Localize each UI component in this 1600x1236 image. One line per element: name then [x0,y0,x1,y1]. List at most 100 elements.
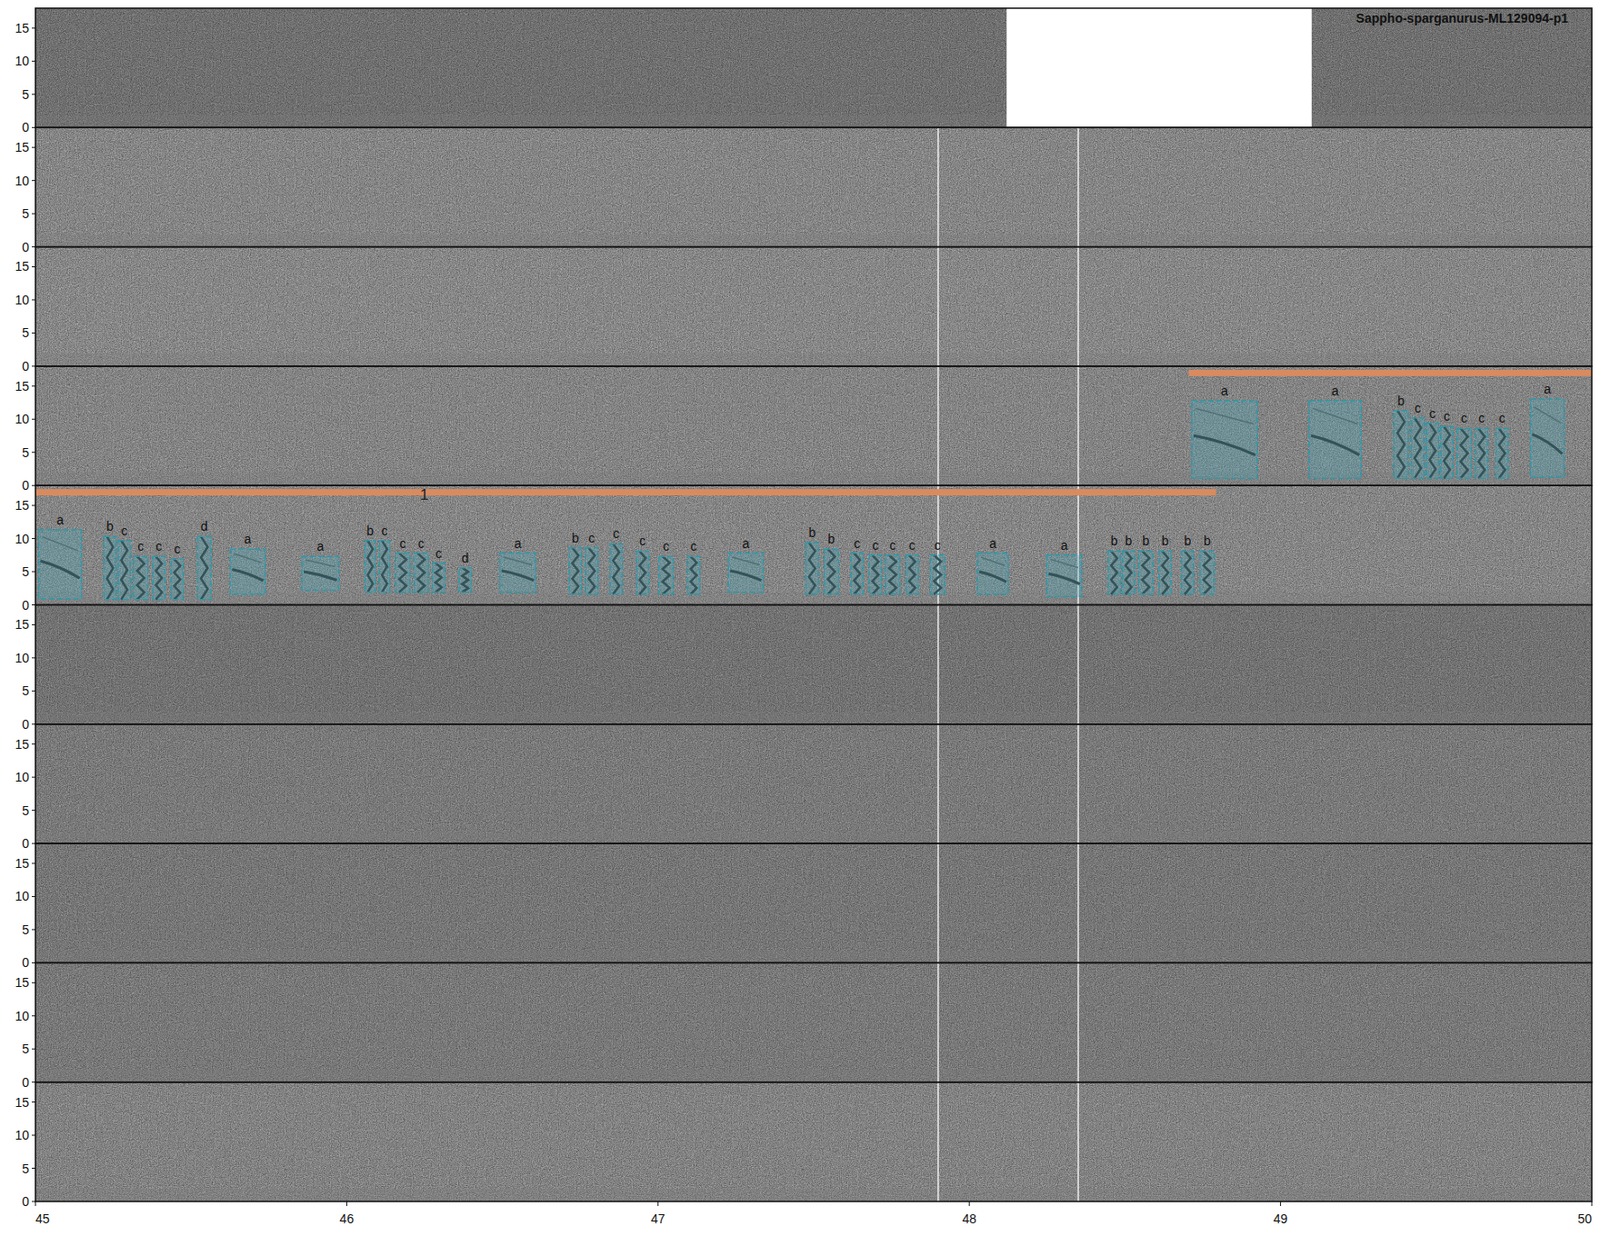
spectrogram-row [35,1082,1592,1202]
annotation-box [1122,550,1135,594]
annotation-box [152,556,165,600]
y-tick [31,147,36,149]
spectrogram-row [35,247,1592,367]
row-background [35,724,1592,844]
y-tick [31,1135,36,1137]
annotation-box [38,530,81,600]
row-background [35,366,1592,486]
annotation-label: c [690,539,698,554]
row-noise [35,485,1592,605]
y-tick-label: 15 [14,1095,30,1110]
annotation-label: a [989,536,997,551]
low-band [35,1070,1592,1083]
spectrogram-row [35,605,1592,725]
annotation-label: c [155,539,162,554]
annotation-label: c [137,539,144,554]
y-tick-label: 5 [21,1041,30,1057]
y-tick-label: 10 [14,770,30,785]
low-band [35,830,1592,844]
annotation-box [1046,555,1081,598]
y-tick-label: 0 [21,240,30,255]
annotation-box [1475,428,1489,479]
y-tick [31,1168,36,1170]
y-tick-label: 0 [21,598,30,613]
annotation-label: b [1397,393,1405,409]
y-tick [31,1015,36,1017]
annotation-label: c [418,536,425,551]
spectrogram-row [35,366,1592,486]
row-noise [35,962,1592,1082]
marker-line [1077,247,1080,367]
row-noise [35,1082,1592,1202]
spectrogram-row [35,8,1592,128]
annotation-label: a [1543,381,1551,397]
annotation-box [103,536,116,600]
y-tick [31,505,36,507]
x-tick-label: 48 [961,1211,977,1227]
y-tick-label: 15 [14,379,30,394]
annotation-label: c [889,538,896,553]
x-tick-label: 46 [340,1211,355,1227]
annotation-box [585,548,599,595]
annotation-label: c [909,538,916,553]
y-tick-label: 5 [21,564,30,580]
annotation-label: b [1203,533,1211,549]
annotation-box [133,556,149,600]
y-tick [31,385,36,387]
annotation-box [1191,400,1258,479]
row-noise [35,8,1592,128]
row-frame [35,8,1592,128]
annotation-box [728,553,763,593]
row-background [35,1082,1592,1202]
spectrogram-row [35,843,1592,963]
annotation-label: c [871,538,879,553]
y-tick-label: 10 [14,650,30,666]
annotation-label: c [120,523,128,539]
y-tick [31,743,36,745]
row-background [35,127,1592,247]
annotation-label: a [56,512,64,528]
annotation-box [1410,418,1424,479]
annotation-label: b [1161,533,1170,549]
y-tick-label: 10 [14,53,30,69]
y-tick-label: 15 [14,20,30,36]
annotation-box [687,556,700,595]
x-tick [1280,1201,1281,1207]
gap [1006,8,1312,128]
y-tick [31,213,36,215]
annotation-label: d [200,519,209,534]
y-tick [31,332,36,334]
annotation-label: c [588,530,595,546]
y-tick-label: 15 [14,975,30,990]
annotation-label: c [662,539,670,554]
y-tick-label: 10 [14,292,30,308]
annotation-box [1393,410,1409,479]
row-frame [35,247,1592,367]
x-tick [1591,1201,1593,1207]
row-frame [35,1082,1592,1202]
annotation-box [1530,399,1565,478]
y-tick-label: 5 [21,683,30,699]
x-tick-label: 49 [1273,1211,1289,1227]
annotation-box [230,549,265,595]
annotation-label: b [571,530,580,546]
annotation-box [1181,550,1194,594]
marker-line [1077,127,1080,247]
y-tick-label: 0 [21,836,30,851]
y-tick-label: 15 [14,617,30,632]
annotation-label: b [1124,533,1132,549]
annotation-label: b [828,531,836,547]
segment-bar [1189,370,1592,377]
marker-line [937,843,940,963]
low-band [35,114,1592,128]
annotation-label: a [1060,538,1069,553]
y-tick-label: 10 [14,889,30,904]
annotation-box [118,540,130,600]
annotation-box [824,549,840,595]
y-tick-label: 5 [21,803,30,819]
marker-line [1077,724,1080,844]
y-tick-label: 15 [14,856,30,871]
annotation-label: c [853,536,860,551]
segment-bar [35,489,1217,496]
spectrogram-row [35,962,1592,1082]
